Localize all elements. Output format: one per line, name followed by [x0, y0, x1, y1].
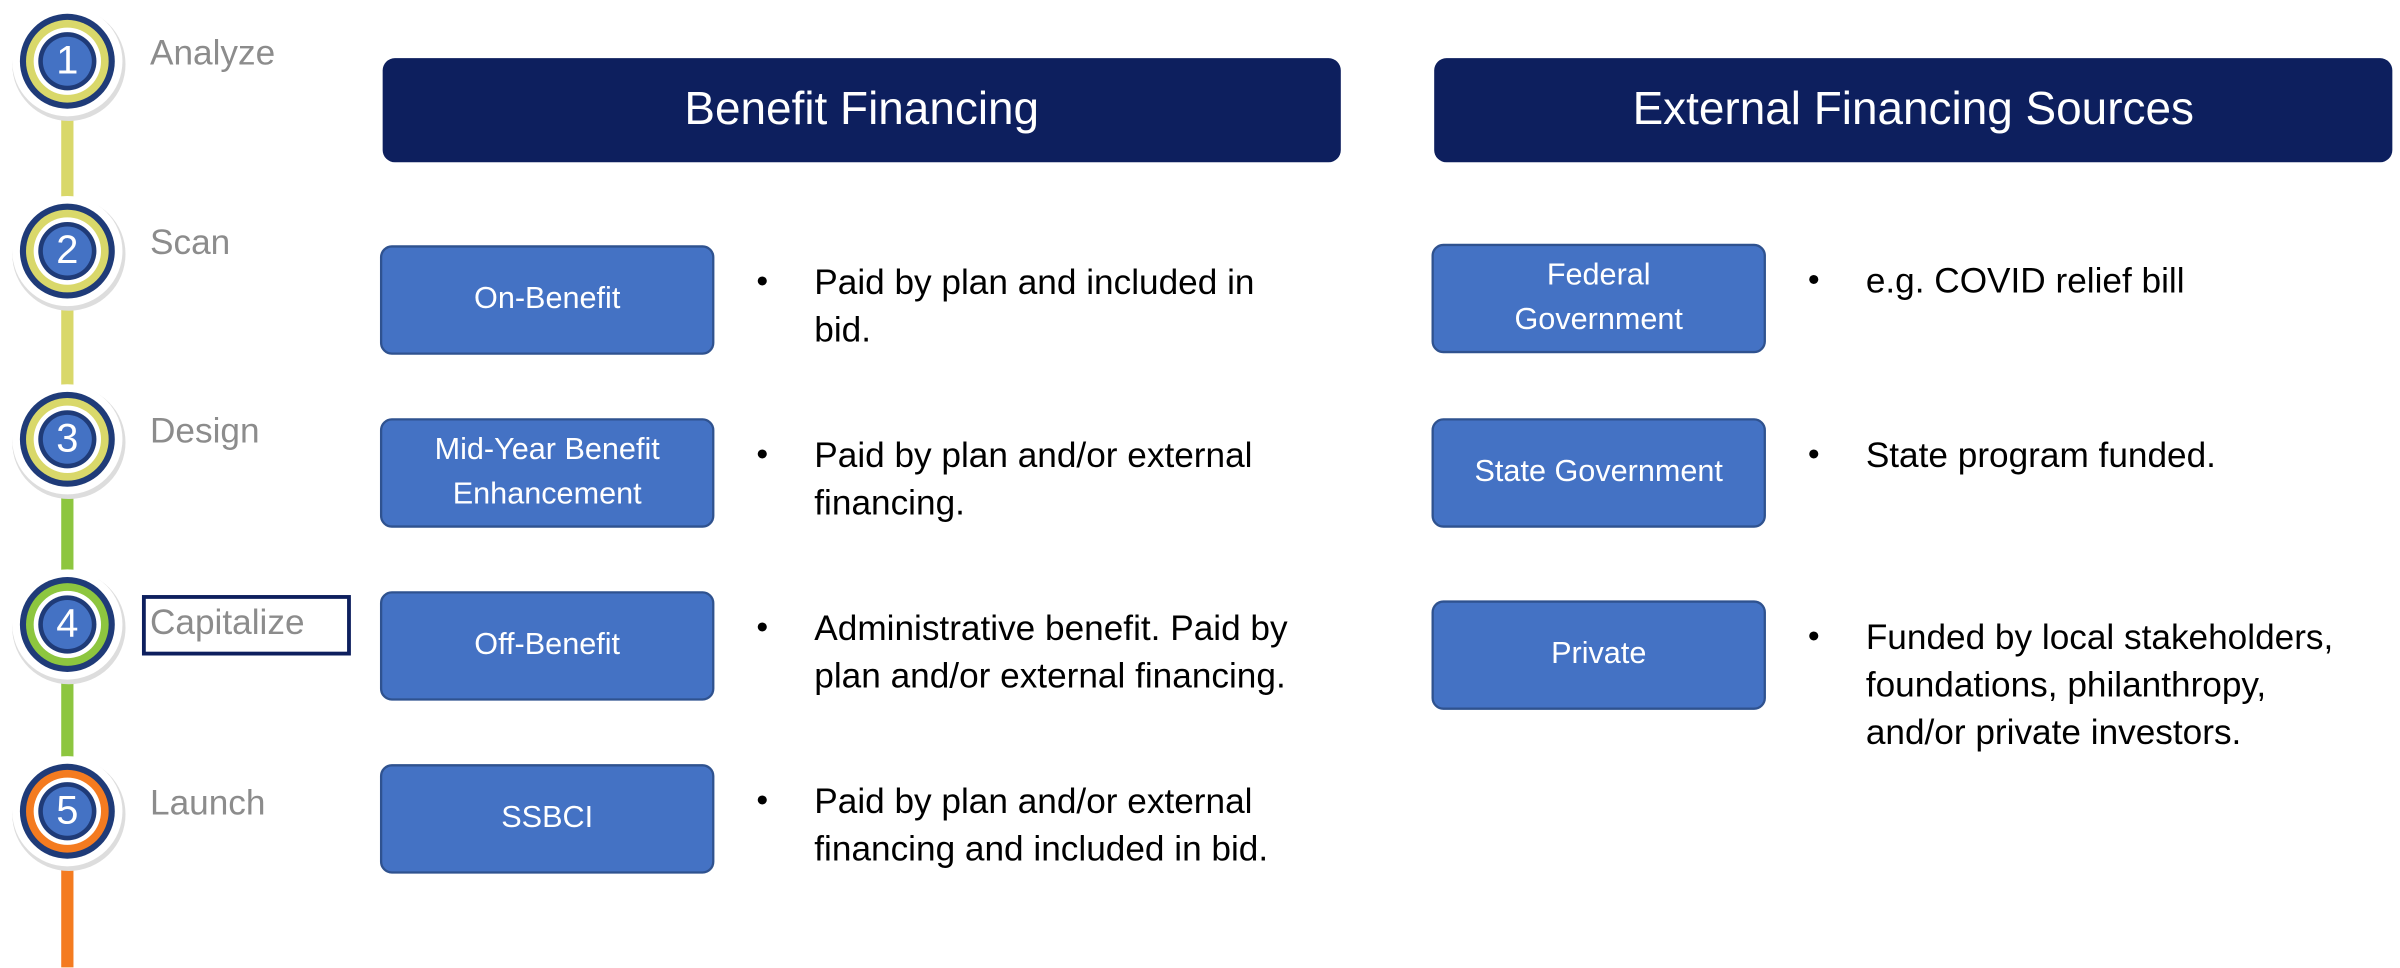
item-label: Government	[1515, 302, 1684, 336]
item-text: Administrative benefit. Paid by	[814, 609, 1288, 648]
item-label: On-Benefit	[474, 281, 621, 315]
bullet: •	[756, 609, 768, 646]
item-text: and/or private investors.	[1866, 713, 2242, 752]
bullet: •	[1808, 262, 1820, 299]
bullet: •	[756, 263, 768, 300]
item-text: State program funded.	[1866, 436, 2216, 475]
step-inner	[42, 226, 92, 276]
column-header-text: External Financing Sources	[1633, 82, 2194, 134]
item-box	[379, 418, 715, 528]
step-number: 5	[56, 788, 78, 832]
item-box	[379, 591, 715, 701]
item-text: financing.	[814, 483, 965, 522]
bullet: •	[756, 782, 768, 819]
step-inner	[42, 36, 92, 86]
column-header	[1434, 58, 2393, 163]
bullet: •	[1808, 618, 1820, 655]
item-text: Paid by plan and/or external	[814, 782, 1252, 821]
step-inner	[42, 600, 92, 649]
item-box	[1431, 243, 1766, 354]
item-text: Paid by plan and/or external	[814, 436, 1252, 475]
step-label: Launch	[150, 783, 265, 822]
item-label: Federal	[1547, 257, 1651, 291]
step-number: 2	[56, 228, 78, 272]
item-text: plan and/or external financing.	[814, 656, 1285, 695]
step-label: Design	[150, 411, 260, 450]
item-box	[1431, 418, 1766, 528]
item-box	[379, 245, 715, 355]
step-label: Analyze	[150, 33, 275, 72]
step-number: 1	[56, 38, 78, 82]
item-label: Private	[1551, 636, 1646, 670]
column-header-text: Benefit Financing	[684, 82, 1039, 134]
bullet: •	[756, 436, 768, 473]
step-inner	[42, 414, 92, 464]
step-number: 4	[56, 602, 78, 646]
bullet: •	[1808, 436, 1820, 473]
step-label: Scan	[150, 223, 230, 262]
item-text: Funded by local stakeholders,	[1866, 618, 2334, 657]
item-label: State Government	[1475, 454, 1724, 488]
item-label: Enhancement	[453, 476, 642, 510]
item-label: Off-Benefit	[474, 627, 620, 661]
item-box	[1431, 600, 1766, 710]
item-text: e.g. COVID relief bill	[1866, 261, 2185, 300]
item-text: Paid by plan and included in	[814, 263, 1254, 302]
item-text: bid.	[814, 310, 871, 349]
item-label: SSBCI	[501, 800, 593, 834]
item-box	[379, 764, 715, 874]
step-number: 3	[56, 416, 78, 460]
item-label: Mid-Year Benefit	[435, 432, 661, 466]
column-header	[382, 58, 1341, 163]
step-highlight	[141, 595, 351, 656]
item-text: financing and included in bid.	[814, 829, 1268, 868]
step-label: Capitalize	[150, 603, 305, 642]
step-inner	[42, 786, 92, 836]
item-text: foundations, philanthropy,	[1866, 666, 2266, 705]
